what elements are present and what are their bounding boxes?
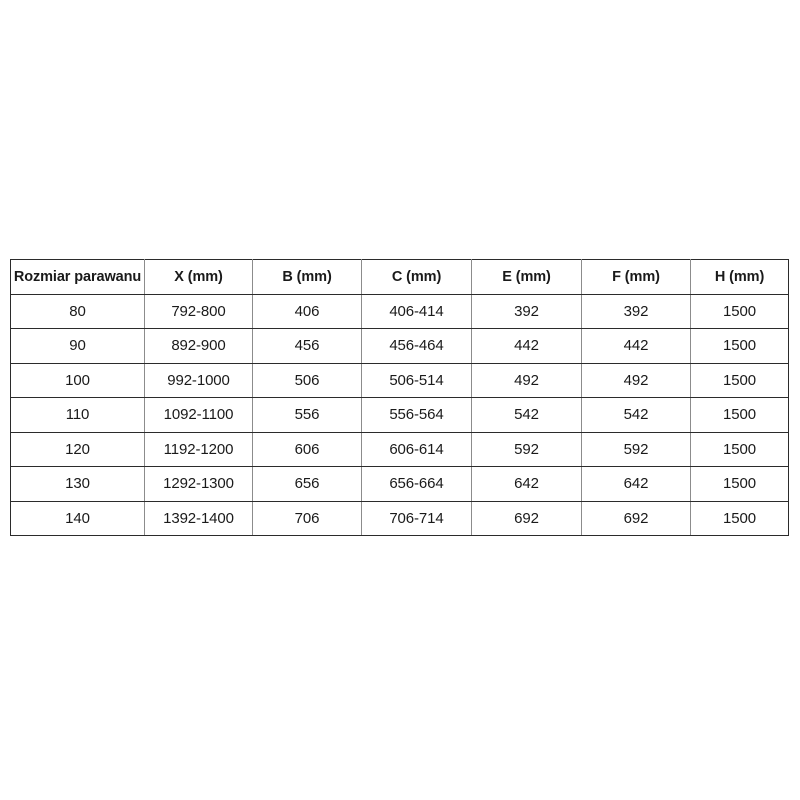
cell-c: 556-564 — [361, 397, 472, 433]
cell-f: 442 — [581, 328, 691, 364]
cell-e: 642 — [471, 466, 582, 502]
column-header-e: E (mm) — [471, 259, 582, 295]
cell-c: 656-664 — [361, 466, 472, 502]
cell-c: 456-464 — [361, 328, 472, 364]
cell-h: 1500 — [690, 431, 789, 467]
cell-h: 1500 — [690, 500, 789, 536]
cell-e: 392 — [471, 293, 582, 329]
table-row: 140 1392-1400 706 706-714 692 692 1500 — [10, 500, 789, 536]
table-body: 80 792-800 406 406-414 392 392 1500 90 8… — [10, 293, 789, 536]
cell-x: 1392-1400 — [144, 500, 253, 536]
cell-f: 692 — [581, 500, 691, 536]
cell-rozmiar-parawanu: 130 — [10, 466, 145, 502]
column-header-f: F (mm) — [581, 259, 691, 295]
table-row: 90 892-900 456 456-464 442 442 1500 — [10, 328, 789, 364]
table-row: 120 1192-1200 606 606-614 592 592 1500 — [10, 431, 789, 467]
table-header: Rozmiar parawanu X (mm) B (mm) C (mm) E … — [10, 259, 789, 295]
cell-c: 406-414 — [361, 293, 472, 329]
cell-e: 492 — [471, 362, 582, 398]
cell-x: 1092-1100 — [144, 397, 253, 433]
cell-b: 456 — [252, 328, 362, 364]
table-row: 80 792-800 406 406-414 392 392 1500 — [10, 293, 789, 329]
cell-x: 1292-1300 — [144, 466, 253, 502]
cell-rozmiar-parawanu: 90 — [10, 328, 145, 364]
cell-b: 556 — [252, 397, 362, 433]
cell-h: 1500 — [690, 328, 789, 364]
cell-f: 642 — [581, 466, 691, 502]
cell-rozmiar-parawanu: 80 — [10, 293, 145, 329]
cell-f: 392 — [581, 293, 691, 329]
cell-c: 506-514 — [361, 362, 472, 398]
table-row: 110 1092-1100 556 556-564 542 542 1500 — [10, 397, 789, 433]
cell-h: 1500 — [690, 362, 789, 398]
table-row: 130 1292-1300 656 656-664 642 642 1500 — [10, 466, 789, 502]
cell-b: 656 — [252, 466, 362, 502]
table-header-row: Rozmiar parawanu X (mm) B (mm) C (mm) E … — [10, 259, 789, 295]
cell-e: 692 — [471, 500, 582, 536]
cell-f: 492 — [581, 362, 691, 398]
cell-e: 592 — [471, 431, 582, 467]
cell-f: 542 — [581, 397, 691, 433]
cell-rozmiar-parawanu: 100 — [10, 362, 145, 398]
specification-table: Rozmiar parawanu X (mm) B (mm) C (mm) E … — [10, 259, 789, 536]
cell-h: 1500 — [690, 293, 789, 329]
cell-x: 892-900 — [144, 328, 253, 364]
cell-h: 1500 — [690, 397, 789, 433]
column-header-x: X (mm) — [144, 259, 253, 295]
cell-b: 606 — [252, 431, 362, 467]
cell-h: 1500 — [690, 466, 789, 502]
specification-table-container: Rozmiar parawanu X (mm) B (mm) C (mm) E … — [10, 259, 789, 536]
cell-f: 592 — [581, 431, 691, 467]
table-row: 100 992-1000 506 506-514 492 492 1500 — [10, 362, 789, 398]
cell-rozmiar-parawanu: 110 — [10, 397, 145, 433]
cell-b: 406 — [252, 293, 362, 329]
cell-c: 706-714 — [361, 500, 472, 536]
column-header-rozmiar-parawanu: Rozmiar parawanu — [10, 259, 145, 295]
cell-rozmiar-parawanu: 140 — [10, 500, 145, 536]
cell-b: 706 — [252, 500, 362, 536]
cell-x: 792-800 — [144, 293, 253, 329]
column-header-h: H (mm) — [690, 259, 789, 295]
cell-e: 542 — [471, 397, 582, 433]
column-header-b: B (mm) — [252, 259, 362, 295]
cell-x: 992-1000 — [144, 362, 253, 398]
cell-x: 1192-1200 — [144, 431, 253, 467]
cell-b: 506 — [252, 362, 362, 398]
cell-c: 606-614 — [361, 431, 472, 467]
column-header-c: C (mm) — [361, 259, 472, 295]
cell-e: 442 — [471, 328, 582, 364]
cell-rozmiar-parawanu: 120 — [10, 431, 145, 467]
